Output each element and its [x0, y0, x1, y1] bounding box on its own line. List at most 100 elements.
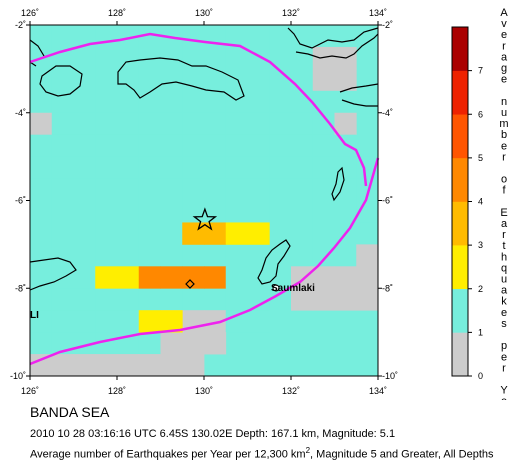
- grid-cell: [334, 156, 357, 179]
- legend-title-char: e: [501, 29, 507, 41]
- grid-cell: [138, 332, 161, 355]
- grid-cell: [138, 178, 161, 201]
- grid-cell: [51, 112, 74, 136]
- grid-cell: [356, 288, 379, 311]
- grid-cell: [160, 46, 183, 70]
- grid-cell: [51, 200, 74, 223]
- grid-cell: [334, 266, 357, 289]
- grid-cell: [30, 25, 53, 48]
- grid-cell: [95, 244, 118, 267]
- grid-cell: [117, 156, 140, 179]
- legend-swatch: [452, 201, 468, 246]
- grid-cell: [204, 46, 227, 70]
- grid-cell: [73, 332, 96, 355]
- grid-cell: [269, 156, 292, 179]
- saumlaki-marker: [272, 284, 280, 292]
- grid-cell: [204, 178, 227, 201]
- grid-cell: [117, 25, 140, 48]
- grid-cell: [312, 112, 335, 136]
- legend-title-char: r: [502, 229, 506, 241]
- grid-cell: [73, 244, 96, 267]
- legend-title-char: b: [501, 129, 507, 141]
- grid-cell: [312, 68, 335, 92]
- grid-cell: [51, 222, 74, 245]
- seram-island-outline: [117, 57, 245, 101]
- grid-cell: [225, 200, 248, 223]
- legend-tick-label: 3: [478, 240, 483, 250]
- grid-cell: [334, 178, 357, 201]
- grid-cell: [95, 178, 118, 201]
- grid-cell: [117, 354, 140, 377]
- lon-label-top: 130˚: [195, 8, 213, 18]
- caption-prefix: Average number of Earthquakes per Year p…: [30, 448, 306, 461]
- grid-cell: [269, 134, 292, 158]
- grid-cell: [73, 68, 96, 92]
- coastlines: [29, 27, 379, 291]
- legend-title-char: o: [501, 174, 507, 186]
- region-title: BANDA SEA: [30, 404, 110, 420]
- plate-boundaries: [29, 32, 380, 366]
- grid-cell: [138, 354, 161, 377]
- grid-cell: [117, 68, 140, 92]
- legend-swatch: [452, 114, 468, 159]
- grid-cell: [247, 178, 270, 201]
- grid-cell: [312, 156, 335, 179]
- grid-cell: [73, 288, 96, 311]
- seram-trough-line: [29, 32, 368, 187]
- lon-label-top: 128˚: [108, 8, 126, 18]
- grid-cell: [30, 288, 53, 311]
- grid-cell: [138, 90, 161, 114]
- grid-cell: [312, 46, 335, 70]
- grid-cell: [117, 222, 140, 245]
- lat-label-left: -2˚: [15, 20, 26, 30]
- grid-cell: [204, 244, 227, 267]
- grid-cell: [225, 266, 248, 289]
- grid-cell: [51, 25, 74, 48]
- grid-cell: [30, 134, 53, 158]
- grid-cell: [312, 134, 335, 158]
- grid-cell: [73, 178, 96, 201]
- grid-cell: [95, 46, 118, 70]
- tanimbar-island-outline: [257, 239, 291, 285]
- grid-cell: [204, 266, 227, 289]
- lat-label-right: -4˚: [382, 108, 393, 118]
- grid-cell: [225, 25, 248, 48]
- grid-cell: [182, 90, 205, 114]
- grid-cell: [182, 244, 205, 267]
- legend-title-char: e: [501, 74, 507, 86]
- grid-cell: [117, 266, 140, 289]
- grid-cell: [51, 310, 74, 333]
- grid-cell: [95, 332, 118, 355]
- grid-cell: [312, 222, 335, 245]
- grid-cell: [225, 288, 248, 311]
- grid-cell: [247, 244, 270, 267]
- grid-cell: [334, 288, 357, 311]
- lat-label-left: -4˚: [15, 108, 26, 118]
- grid-cell: [225, 46, 248, 70]
- grid-cell: [291, 112, 314, 136]
- legend-title-char: a: [501, 51, 508, 63]
- grid-cell: [117, 46, 140, 70]
- grid-cell: [30, 332, 53, 355]
- grid-cell: [269, 112, 292, 136]
- grid-cell: [51, 288, 74, 311]
- grid-cell: [160, 354, 183, 377]
- grid-cell: [291, 178, 314, 201]
- legend-title-char: e: [501, 396, 507, 400]
- grid-cell: [51, 156, 74, 179]
- grid-cell: [291, 46, 314, 70]
- grid-cell: [30, 310, 53, 333]
- grid-cell: [269, 266, 292, 289]
- grid-cell: [291, 134, 314, 158]
- caption-suffix: , Magnitude 5 and Greater, All Depths: [310, 448, 494, 461]
- legend-title-char: u: [501, 107, 507, 119]
- grid-cell: [117, 112, 140, 136]
- small-island-outline: [185, 279, 195, 289]
- grid-cell: [247, 90, 270, 114]
- grid-cell: [225, 222, 248, 245]
- grid-cell: [30, 354, 53, 377]
- papua-coast-outline: [287, 27, 379, 107]
- grid-cell: [95, 134, 118, 158]
- grid-cell: [73, 90, 96, 114]
- grid-cell: [269, 200, 292, 223]
